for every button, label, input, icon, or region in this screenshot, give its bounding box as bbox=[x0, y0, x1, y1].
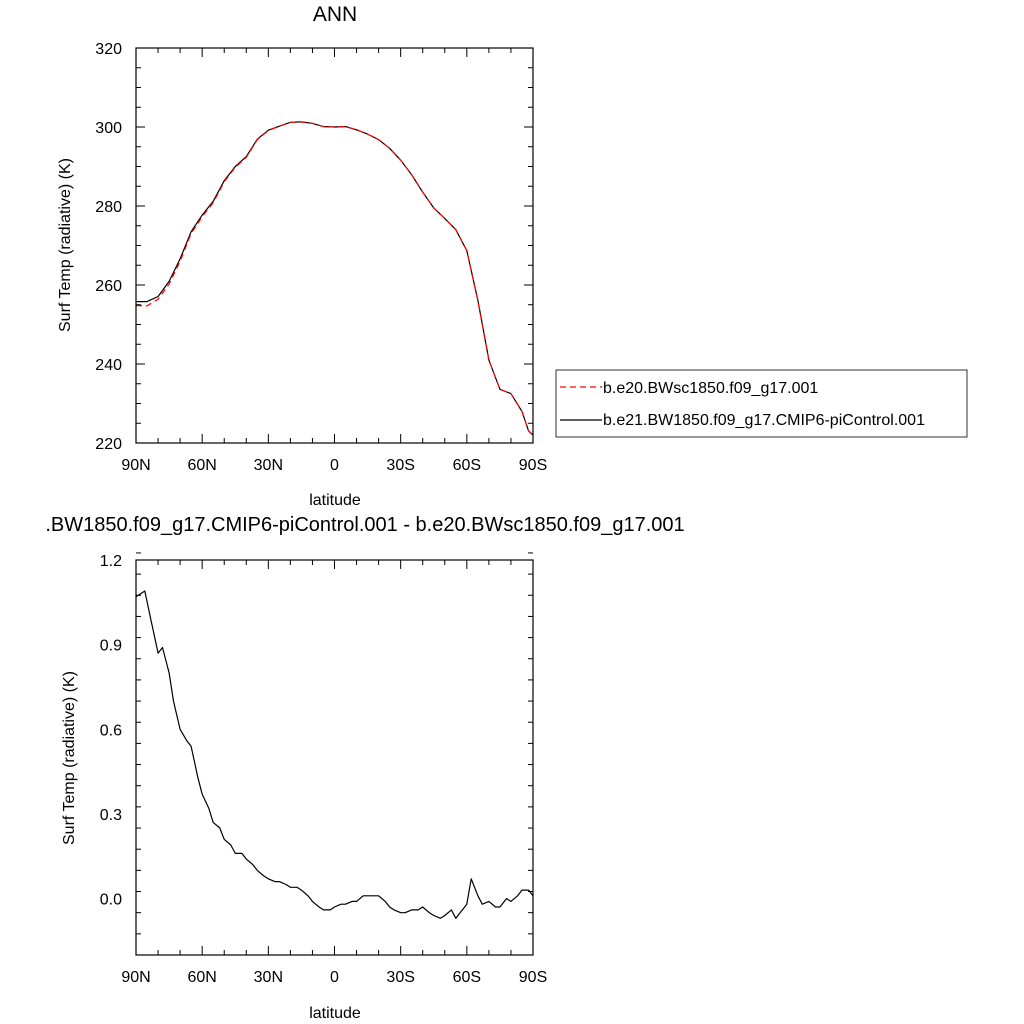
top-panel: ANN 90N 60N 30N 0 30S 60S 90S 220 240 260 280 300 3… bbox=[57, 3, 547, 509]
bottom-ytick-label: 1.2 bbox=[100, 553, 122, 570]
top-ytick-label: 300 bbox=[95, 120, 122, 137]
bottom-ytick-label: 0.9 bbox=[100, 638, 122, 655]
bottom-xtick-label: 30S bbox=[386, 969, 414, 986]
top-x-axis-label: latitude bbox=[309, 492, 361, 509]
top-plot-frame bbox=[135, 47, 534, 444]
bottom-y-axis-label: Surf Temp (radiative) (K) bbox=[61, 671, 78, 845]
bottom-panel: .BW1850.f09_g17.CMIP6-piControl.001 - b.… bbox=[45, 514, 684, 1022]
top-ytick-label: 320 bbox=[95, 41, 122, 58]
top-xtick-label: 90N bbox=[121, 457, 150, 474]
top-x-ticks: 90N 60N 30N 0 30S 60S 90S bbox=[121, 48, 547, 474]
bottom-xtick-label: 30N bbox=[254, 969, 283, 986]
top-series-line-2 bbox=[135, 121, 534, 436]
top-xtick-label: 30N bbox=[254, 457, 283, 474]
top-xtick-label: 0 bbox=[330, 457, 339, 474]
top-xtick-label: 90S bbox=[519, 457, 547, 474]
bottom-xtick-label: 60N bbox=[187, 969, 216, 986]
bottom-plot-frame bbox=[135, 559, 534, 956]
bottom-ytick-label: 0.6 bbox=[100, 722, 122, 739]
bottom-xtick-label: 90S bbox=[519, 969, 547, 986]
bottom-xtick-label: 90N bbox=[121, 969, 150, 986]
top-ytick-label: 240 bbox=[95, 357, 122, 374]
top-xtick-label: 60S bbox=[453, 457, 481, 474]
legend-label-series-2: b.e21.BW1850.f09_g17.CMIP6-piControl.001 bbox=[603, 412, 925, 429]
bottom-x-axis-label: latitude bbox=[309, 1005, 361, 1022]
top-ytick-label: 220 bbox=[95, 436, 122, 453]
bottom-xtick-label: 0 bbox=[330, 969, 339, 986]
legend-box bbox=[555, 369, 968, 438]
top-y-ticks: 220 240 260 280 300 320 bbox=[95, 41, 533, 453]
top-xtick-label: 30S bbox=[386, 457, 414, 474]
legend-label-series-1: b.e20.BWsc1850.f09_g17.001 bbox=[603, 380, 818, 397]
bottom-xtick-label: 60S bbox=[453, 969, 481, 986]
top-xtick-label: 60N bbox=[187, 457, 216, 474]
top-ytick-label: 280 bbox=[95, 199, 122, 216]
top-title: ANN bbox=[313, 3, 357, 26]
bottom-ytick-label: 0.3 bbox=[100, 807, 122, 824]
bottom-y-ticks: 0.0 0.3 0.6 0.9 1.2 bbox=[100, 552, 533, 956]
bottom-series-line-1 bbox=[135, 590, 534, 919]
bottom-x-ticks: 90N 60N 30N 0 30S 60S 90S bbox=[121, 560, 547, 986]
top-plot-marks bbox=[135, 121, 534, 436]
legend: b.e20.BWsc1850.f09_g17.001 b.e21.BW1850.… bbox=[555, 369, 968, 438]
top-ytick-label: 260 bbox=[95, 278, 122, 295]
bottom-title: .BW1850.f09_g17.CMIP6-piControl.001 - b.… bbox=[45, 514, 684, 536]
bottom-ytick-label: 0.0 bbox=[100, 892, 122, 909]
top-y-axis-label: Surf Temp (radiative) (K) bbox=[57, 158, 74, 332]
bottom-plot-marks bbox=[135, 590, 534, 919]
